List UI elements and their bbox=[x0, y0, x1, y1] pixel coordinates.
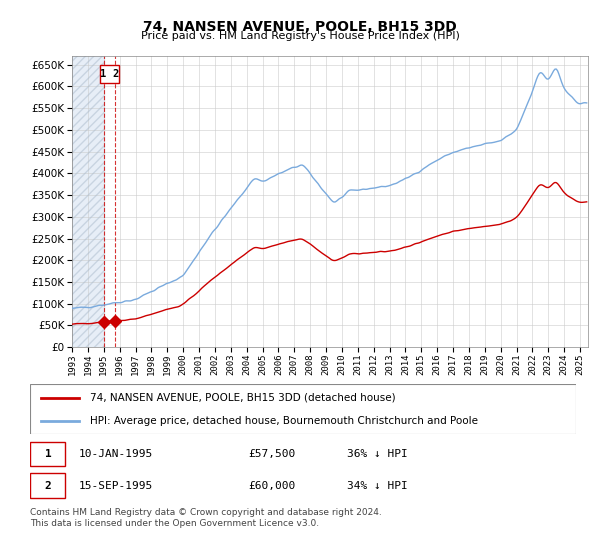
Text: Contains HM Land Registry data © Crown copyright and database right 2024.
This d: Contains HM Land Registry data © Crown c… bbox=[30, 508, 382, 528]
FancyBboxPatch shape bbox=[30, 384, 576, 434]
Text: HPI: Average price, detached house, Bournemouth Christchurch and Poole: HPI: Average price, detached house, Bour… bbox=[90, 417, 478, 426]
FancyBboxPatch shape bbox=[30, 473, 65, 498]
Text: 34% ↓ HPI: 34% ↓ HPI bbox=[347, 481, 407, 491]
Text: 2: 2 bbox=[44, 481, 52, 491]
Text: 15-SEP-1995: 15-SEP-1995 bbox=[79, 481, 154, 491]
FancyBboxPatch shape bbox=[100, 65, 119, 83]
Bar bbox=[72, 56, 104, 347]
Text: 10-JAN-1995: 10-JAN-1995 bbox=[79, 449, 154, 459]
FancyBboxPatch shape bbox=[30, 441, 65, 466]
Text: £60,000: £60,000 bbox=[248, 481, 296, 491]
Text: 1: 1 bbox=[44, 449, 52, 459]
Text: Price paid vs. HM Land Registry's House Price Index (HPI): Price paid vs. HM Land Registry's House … bbox=[140, 31, 460, 41]
Text: £57,500: £57,500 bbox=[248, 449, 296, 459]
Text: 74, NANSEN AVENUE, POOLE, BH15 3DD (detached house): 74, NANSEN AVENUE, POOLE, BH15 3DD (deta… bbox=[90, 393, 395, 403]
Text: 74, NANSEN AVENUE, POOLE, BH15 3DD: 74, NANSEN AVENUE, POOLE, BH15 3DD bbox=[143, 20, 457, 34]
Bar bbox=[72, 56, 104, 347]
Text: 36% ↓ HPI: 36% ↓ HPI bbox=[347, 449, 407, 459]
Text: 1: 1 bbox=[100, 69, 107, 79]
Text: 2: 2 bbox=[113, 69, 119, 79]
